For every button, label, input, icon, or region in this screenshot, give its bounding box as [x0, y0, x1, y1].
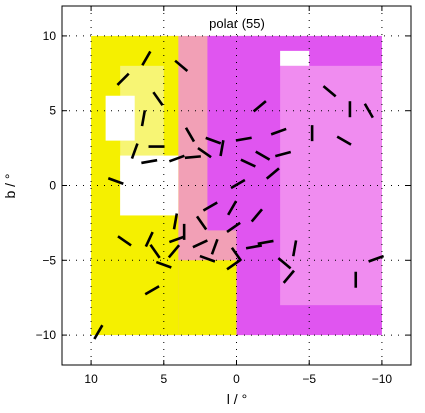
polarization-vector [226, 259, 241, 271]
polarization-vector [152, 91, 164, 107]
map-region-white [280, 50, 310, 66]
y-tick-label: 0 [49, 179, 56, 193]
x-tick-label: 0 [233, 372, 240, 386]
x-tick-label: 5 [160, 372, 167, 386]
polarization-vector [144, 285, 160, 296]
axis-ticks: 10 5 0 −5 −10 10 5 0 −5 −10 [36, 6, 411, 386]
polarization-vector [116, 72, 130, 86]
polarization-vector [363, 103, 374, 119]
polarization-vector [144, 231, 154, 248]
map-region-white [105, 95, 135, 141]
polarization-vector [130, 143, 139, 160]
polarization-vector [230, 247, 243, 262]
chart-title: polar (55) [209, 16, 265, 31]
polarization-vector [197, 146, 212, 159]
x-tick-label: 10 [84, 372, 98, 386]
polarization-vector [270, 127, 287, 136]
polarization-vector [192, 239, 208, 249]
y-axis-label: b / ° [2, 173, 18, 198]
polarization-vector [155, 260, 172, 269]
polarization-vector [107, 177, 124, 185]
polarization-vector [265, 167, 280, 180]
polarization-vector [199, 254, 216, 263]
polarization-vectors [93, 50, 385, 340]
polarization-vector [167, 244, 181, 259]
polarization-vector [140, 110, 147, 127]
polarization-vector [277, 257, 292, 270]
y-tick-label: −10 [36, 328, 57, 342]
polarization-vector [282, 269, 295, 284]
polarization-vector [336, 135, 352, 146]
polarization-vector [184, 155, 201, 160]
polarization-vector [149, 244, 161, 259]
polarization-vector [274, 150, 292, 158]
y-tick-label: 10 [43, 29, 57, 43]
polarization-vector [368, 254, 385, 263]
polarization-vector [168, 235, 185, 244]
polarization-vector [117, 235, 132, 247]
polarization-vector [168, 154, 185, 163]
x-tick-label: −5 [302, 372, 316, 386]
polarization-vector [252, 100, 267, 113]
y-tick-label: −5 [42, 253, 56, 267]
map-region-white [120, 155, 179, 216]
polarization-vector [226, 221, 241, 234]
polarization-vector [141, 158, 158, 165]
map-region-pink [280, 65, 382, 306]
map-region-yellow [178, 260, 237, 336]
polarization-vector [184, 127, 196, 143]
polarization-vector [141, 50, 152, 66]
polarization-vector [291, 240, 298, 257]
polarization-vector [322, 85, 337, 98]
y-tick-label: 5 [49, 104, 56, 118]
polarization-vector [227, 200, 238, 216]
polarization-vector [210, 238, 219, 255]
polarization-vector [245, 244, 263, 250]
polarization-vector [202, 201, 218, 212]
x-tick-label: −10 [372, 372, 393, 386]
polarization-vector [195, 215, 208, 231]
polarization-vector [235, 136, 252, 142]
polarization-vector [255, 150, 271, 161]
polarization-vector [93, 324, 104, 340]
polarization-vector [257, 239, 274, 246]
polarization-vector [205, 136, 222, 145]
polarization-vector [172, 213, 179, 230]
x-axis-label: l / ° [227, 391, 247, 407]
polarization-vector [250, 208, 263, 223]
polarization-vector [230, 178, 246, 190]
polarization-vector [174, 59, 189, 72]
polarization-vector [240, 158, 256, 168]
polarization-vector [219, 139, 225, 157]
